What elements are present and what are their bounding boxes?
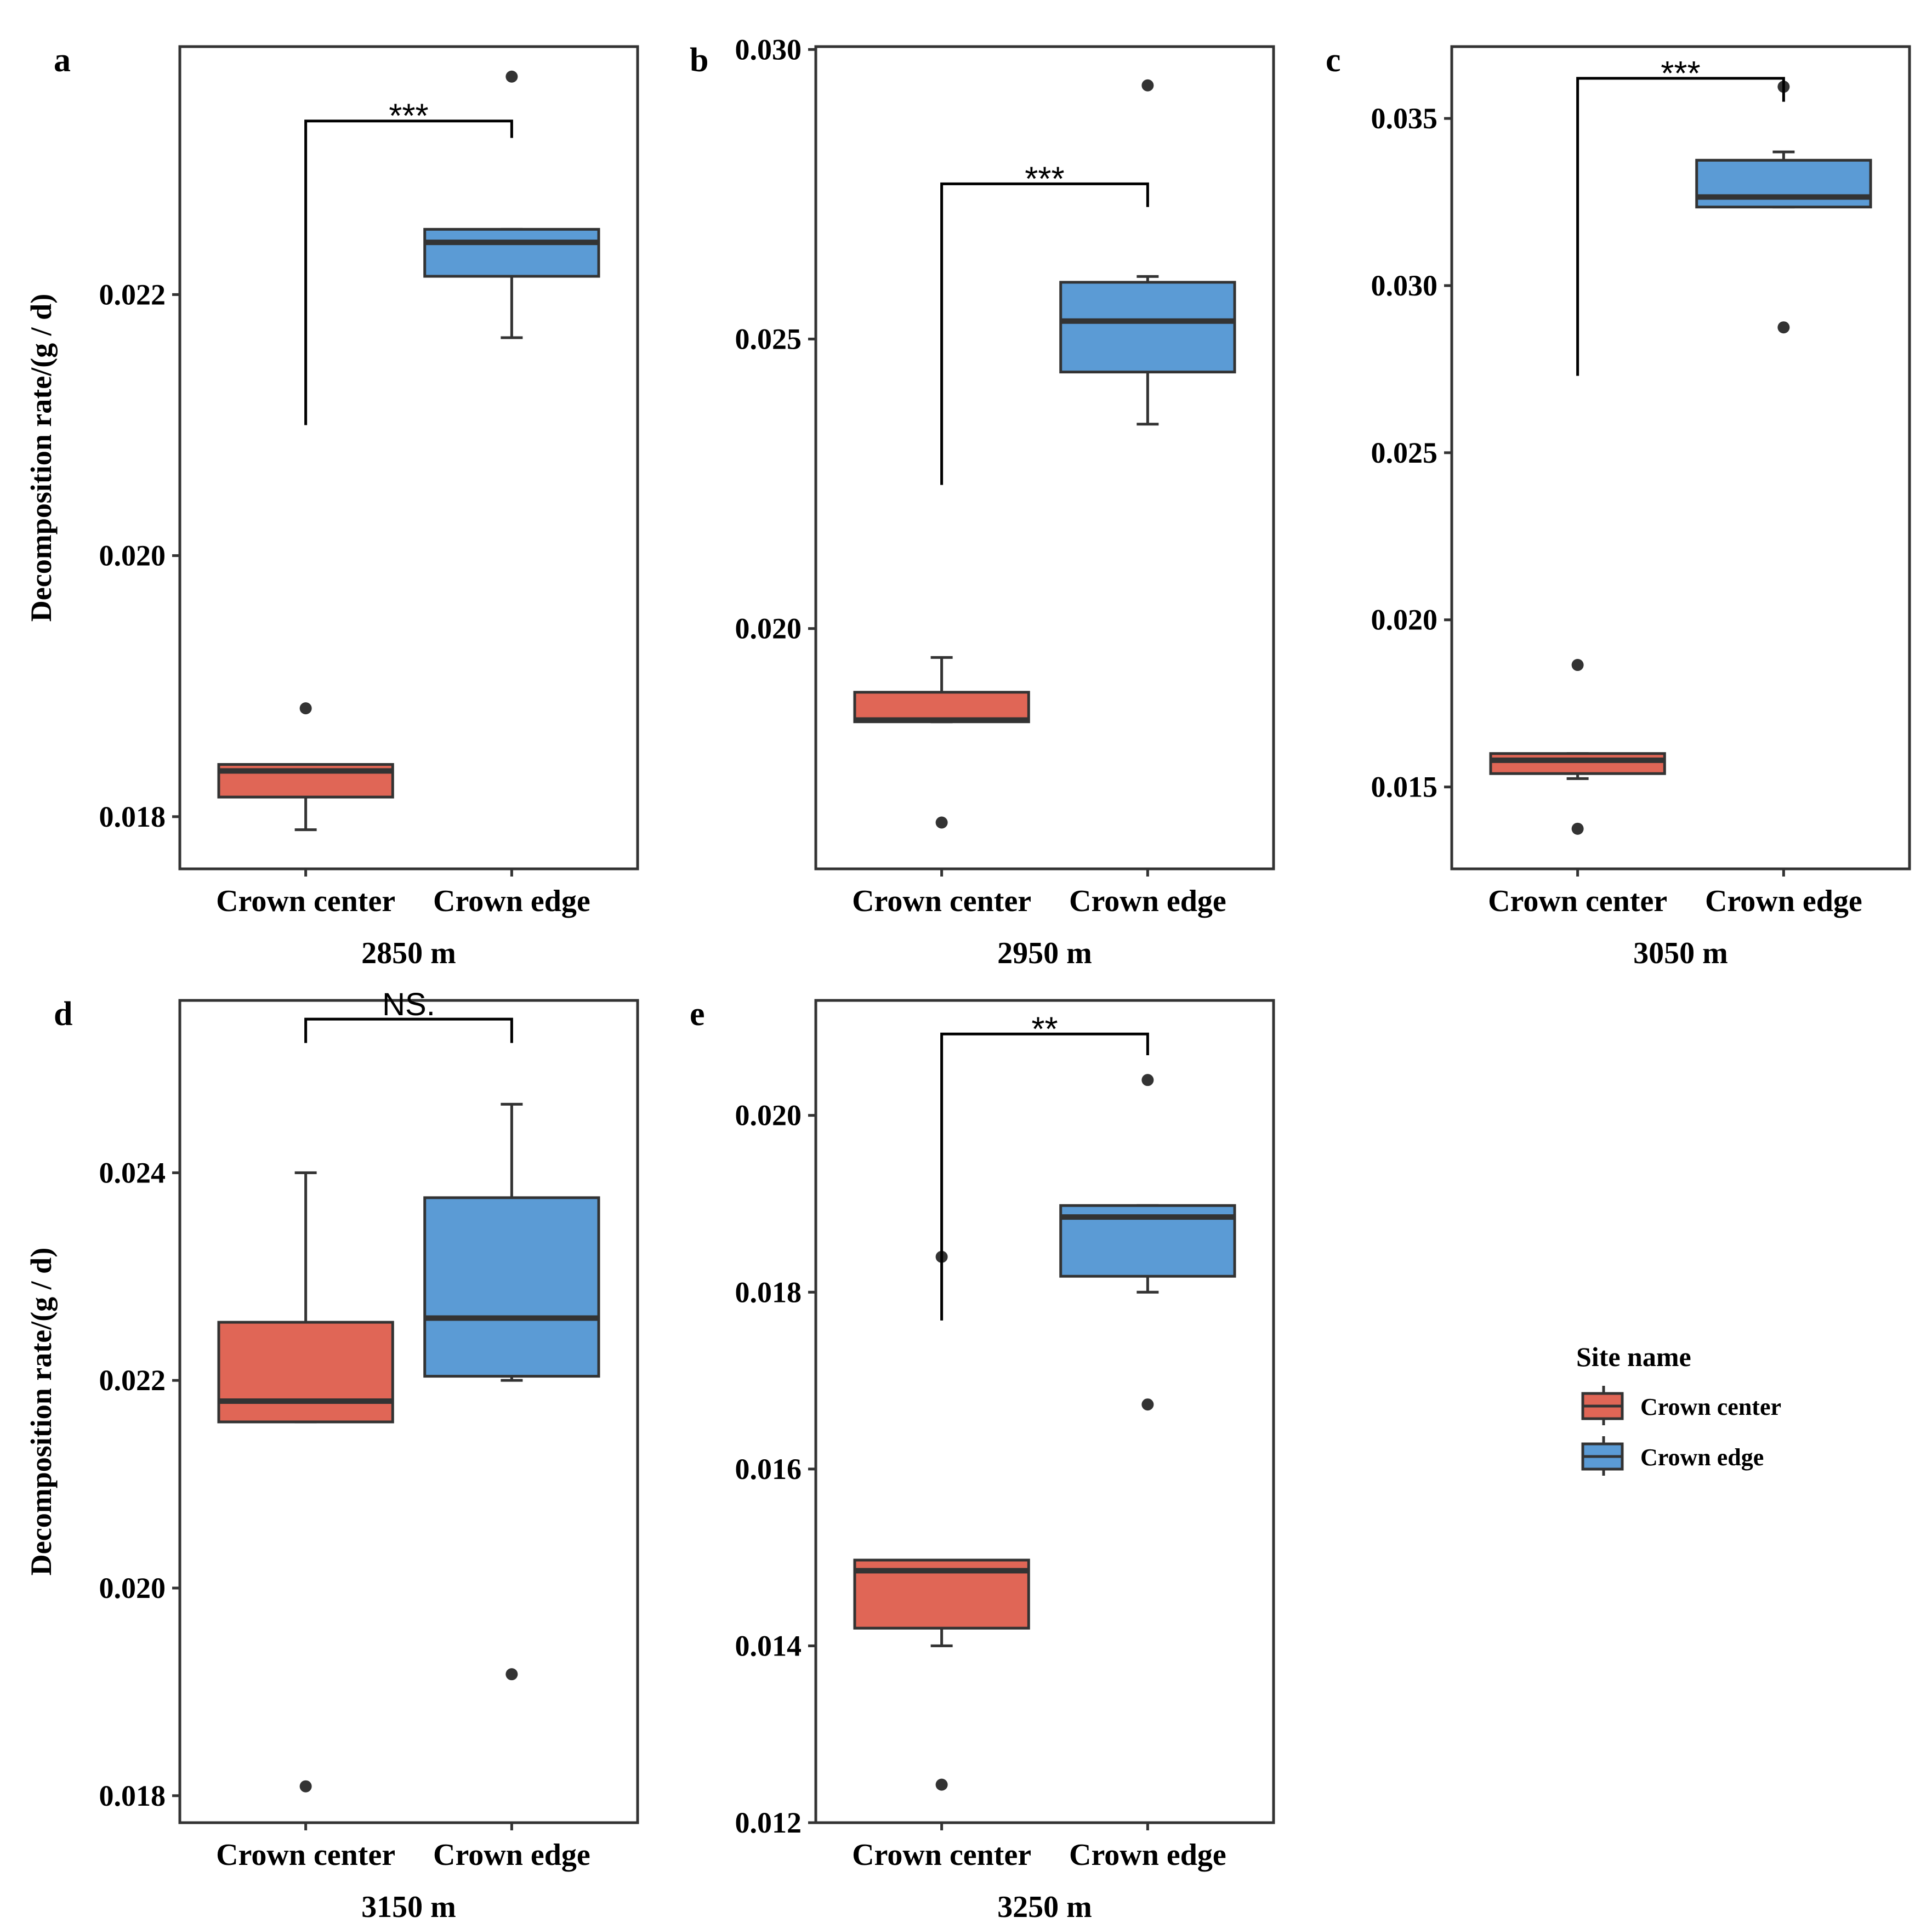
box-crown-center xyxy=(217,1171,394,1793)
panel-label: a xyxy=(54,42,71,79)
outlier-point xyxy=(1141,79,1154,92)
x-tick-label: Crown center xyxy=(852,884,1031,918)
outlier-point xyxy=(1571,822,1584,835)
x-axis-label: 3150 m xyxy=(361,1890,456,1923)
y-tick-label: 0.025 xyxy=(735,322,802,355)
plot-frame xyxy=(1450,45,1911,871)
significance-label: ** xyxy=(1031,1010,1058,1048)
outlier-point xyxy=(299,1780,312,1793)
y-tick-label: 0.020 xyxy=(735,612,802,645)
y-tick-label: 0.020 xyxy=(735,1099,802,1132)
box-crown-edge xyxy=(423,1102,600,1681)
significance-bracket xyxy=(304,120,513,425)
box-iqr xyxy=(423,1196,600,1378)
x-axis-label: 3250 m xyxy=(997,1890,1092,1923)
outlier-point xyxy=(505,70,518,83)
legend: Site name Crown center Crown edge xyxy=(1576,1341,1781,1476)
box-crown-edge xyxy=(423,70,600,339)
panel-e: e 0.012 0.014 0.016 0.018 0.020 Crown center Cr… xyxy=(690,995,1275,1923)
box-iqr xyxy=(423,227,600,278)
y-tick-label: 0.018 xyxy=(99,1779,166,1812)
box-iqr xyxy=(1695,158,1872,209)
y-tick-label: 0.025 xyxy=(1371,436,1438,469)
x-axis-label: 3050 m xyxy=(1633,936,1728,970)
x-axis-label: 2850 m xyxy=(361,936,456,970)
x-tick-label: Crown edge xyxy=(1705,884,1862,918)
outlier-point xyxy=(505,1668,518,1681)
box-crown-edge xyxy=(1059,1074,1236,1411)
panel-c: c 0.015 0.020 0.025 0.030 0.035 Crown center Cr… xyxy=(1326,42,1911,970)
y-tick-label: 0.022 xyxy=(99,1364,166,1397)
panel-label: c xyxy=(1326,42,1341,79)
box-iqr xyxy=(1059,281,1236,374)
significance-bracket xyxy=(304,1017,513,1043)
box-crown-center xyxy=(217,702,394,832)
y-axis-label: Decomposition rate/(g / d) xyxy=(25,1248,58,1575)
plot-frame xyxy=(814,999,1275,1824)
panel-label: b xyxy=(690,42,708,79)
plot-frame xyxy=(178,999,639,1824)
outlier-point xyxy=(1777,321,1790,334)
plot-frame xyxy=(814,45,1275,871)
x-tick-label: Crown center xyxy=(1488,884,1667,918)
box-crown-center xyxy=(1489,659,1666,835)
outlier-point xyxy=(1141,1074,1154,1086)
x-tick-label: Crown edge xyxy=(433,884,590,918)
outlier-point xyxy=(935,816,948,829)
x-tick-label: Crown edge xyxy=(433,1838,590,1872)
significance-label: *** xyxy=(1025,160,1064,198)
y-tick-label: 0.020 xyxy=(99,1572,166,1605)
legend-item-crown-center: Crown center xyxy=(1581,1386,1781,1425)
legend-label-crown-edge: Crown edge xyxy=(1640,1444,1764,1471)
panel-label: e xyxy=(690,995,705,1033)
y-tick-label: 0.030 xyxy=(1371,269,1438,302)
y-tick-label: 0.016 xyxy=(735,1453,802,1486)
x-tick-label: Crown edge xyxy=(1069,884,1226,918)
y-tick-label: 0.020 xyxy=(1371,604,1438,636)
y-tick-label: 0.014 xyxy=(735,1629,802,1662)
x-tick-label: Crown center xyxy=(216,1838,395,1872)
x-tick-label: Crown center xyxy=(216,884,395,918)
outlier-point xyxy=(1571,659,1584,672)
x-tick-label: Crown center xyxy=(852,1838,1031,1872)
panel-label: d xyxy=(54,995,72,1033)
box-crown-center xyxy=(853,1250,1030,1791)
y-tick-label: 0.035 xyxy=(1371,102,1438,135)
y-tick-label: 0.018 xyxy=(99,800,166,833)
x-axis-label: 2950 m xyxy=(997,936,1092,970)
x-tick-label: Crown edge xyxy=(1069,1838,1226,1872)
outlier-point xyxy=(299,702,312,715)
y-axis-label: Decomposition rate/(g / d) xyxy=(25,294,58,622)
box-iqr xyxy=(217,1321,394,1424)
outlier-point xyxy=(935,1778,948,1791)
box-iqr xyxy=(1489,752,1666,775)
significance-label: *** xyxy=(389,98,428,135)
y-tick-label: 0.020 xyxy=(99,539,166,572)
y-tick-label: 0.030 xyxy=(735,33,802,66)
significance-bracket xyxy=(940,1032,1149,1321)
significance-label: NS. xyxy=(382,987,435,1022)
panel-a: a 0.018 0.020 0.022 Crown center Crown edge 28… xyxy=(25,42,639,970)
y-tick-label: 0.018 xyxy=(735,1276,802,1308)
box-crown-edge xyxy=(1695,81,1872,334)
outlier-point xyxy=(1141,1398,1154,1411)
legend-label-crown-center: Crown center xyxy=(1640,1393,1781,1420)
box-crown-center xyxy=(853,656,1030,829)
y-tick-label: 0.012 xyxy=(735,1806,802,1839)
box-iqr xyxy=(853,691,1030,724)
panel-d: d 0.018 0.020 0.022 0.024 Crown center Crown e… xyxy=(25,987,639,1923)
box-crown-edge xyxy=(1059,79,1236,426)
significance-bracket xyxy=(1576,77,1785,376)
significance-label: *** xyxy=(1661,55,1700,93)
y-tick-label: 0.022 xyxy=(99,278,166,311)
y-tick-label: 0.015 xyxy=(1371,771,1438,804)
plot-frame xyxy=(178,45,639,871)
legend-item-crown-edge: Crown edge xyxy=(1581,1436,1764,1476)
legend-title: Site name xyxy=(1576,1341,1691,1372)
y-tick-label: 0.024 xyxy=(99,1156,166,1189)
significance-bracket xyxy=(940,182,1149,485)
panel-b: b 0.020 0.025 0.030 Crown center Crown edge 29… xyxy=(690,33,1275,970)
